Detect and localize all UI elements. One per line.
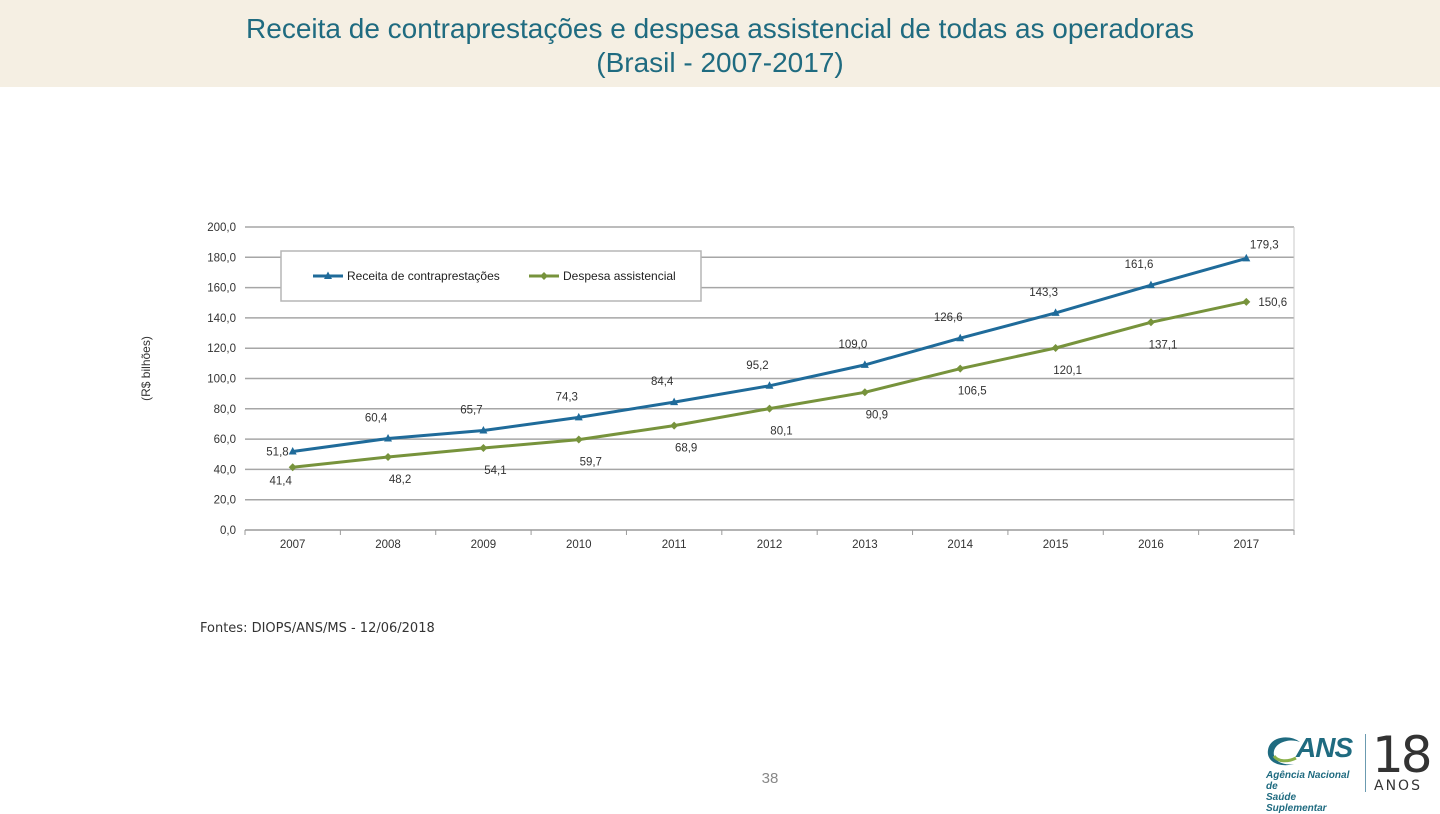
logo-subtitle-line-1: Agência Nacional de <box>1266 770 1350 792</box>
logo-subtitle-line-2: Saúde Suplementar <box>1266 792 1327 814</box>
x-tick-label: 2017 <box>1234 539 1260 551</box>
despesa-point <box>288 463 297 472</box>
despesa-data-label: 59,7 <box>580 457 602 469</box>
despesa-point <box>765 404 774 413</box>
despesa-point <box>670 421 679 430</box>
legend-box <box>280 250 702 302</box>
despesa-point <box>1146 318 1155 327</box>
receita-point <box>765 381 774 389</box>
receita-data-label: 51,8 <box>266 447 288 459</box>
x-tick-label: 2013 <box>852 539 878 551</box>
receita-point <box>956 333 965 342</box>
receita-data-label: 126,6 <box>934 312 963 324</box>
y-tick-label: 60,0 <box>214 434 236 446</box>
x-tick-label: 2008 <box>375 539 401 551</box>
page-number: 38 <box>761 770 779 787</box>
despesa-point <box>479 444 488 453</box>
despesa-data-label: 48,2 <box>389 474 411 486</box>
despesa-point <box>860 388 869 397</box>
despesa-point <box>956 364 965 373</box>
x-tick-label: 2014 <box>947 539 973 551</box>
despesa-data-label: 41,4 <box>269 475 292 487</box>
logo-years-label: ANOS <box>1374 778 1422 794</box>
despesa-data-label: 90,9 <box>866 409 888 421</box>
logo-years: 18 <box>1372 726 1433 784</box>
receita-point <box>1051 308 1060 316</box>
title-line-2: (Brasil - 2007-2017) <box>596 47 844 78</box>
x-tick-label: 2009 <box>471 539 497 551</box>
receita-data-label: 143,3 <box>1029 287 1058 299</box>
y-tick-label: 120,0 <box>207 343 236 355</box>
y-tick-label: 0,0 <box>220 525 236 537</box>
receita-point <box>288 447 297 455</box>
despesa-point <box>384 452 393 461</box>
y-tick-label: 160,0 <box>207 283 236 295</box>
receita-point <box>384 433 393 442</box>
despesa-point <box>574 435 583 444</box>
receita-point <box>1146 280 1155 289</box>
logo-brand: ANS <box>1296 732 1353 763</box>
y-tick-label: 100,0 <box>207 374 236 386</box>
y-tick-label: 180,0 <box>207 252 236 264</box>
logo-subtitle: Agência Nacional de Saúde Suplementar <box>1266 770 1358 814</box>
page-title: Receita de contraprestações e despesa as… <box>0 0 1440 80</box>
despesa-point <box>1051 344 1060 353</box>
title-line-1: Receita de contraprestações e despesa as… <box>246 13 1194 44</box>
despesa-data-label: 150,6 <box>1258 297 1287 309</box>
x-tick-label: 2016 <box>1138 539 1164 551</box>
y-tick-label: 200,0 <box>207 222 236 234</box>
x-tick-label: 2011 <box>662 539 687 551</box>
receita-point <box>324 271 332 279</box>
receita-data-label: 179,3 <box>1250 239 1279 251</box>
despesa-point <box>540 272 548 280</box>
receita-data-label: 109,0 <box>838 339 867 351</box>
receita-data-label: 74,3 <box>556 391 578 403</box>
receita-data-label: 65,7 <box>460 404 482 416</box>
legend-receita-label: Receita de contraprestações <box>347 269 500 283</box>
x-tick-label: 2012 <box>757 539 783 551</box>
y-tick-label: 140,0 <box>207 313 236 325</box>
source-note: Fontes: DIOPS/ANS/MS - 12/06/2018 <box>200 621 435 636</box>
receita-data-label: 95,2 <box>746 360 768 372</box>
receita-data-label: 60,4 <box>365 412 388 424</box>
despesa-data-label: 68,9 <box>675 443 697 455</box>
header: Receita de contraprestações e despesa as… <box>0 0 1440 87</box>
despesa-data-label: 106,5 <box>958 386 987 398</box>
y-tick-label: 80,0 <box>214 404 236 416</box>
legend-despesa-label: Despesa assistencial <box>563 269 676 283</box>
line-chart: 0,0 20,0 40,0 60,0 80,0 100,0 120,0 140,0 160,0 1… <box>139 222 1295 551</box>
receita-point <box>670 397 679 406</box>
receita-point <box>479 425 488 434</box>
receita-point <box>1242 253 1251 262</box>
ans-swoosh-icon <box>1267 737 1300 766</box>
receita-data-label: 84,4 <box>651 376 674 388</box>
x-tick-label: 2010 <box>566 539 592 551</box>
y-tick-label: 40,0 <box>214 464 236 476</box>
logo-divider <box>1365 734 1366 792</box>
receita-data-label: 161,6 <box>1125 259 1154 271</box>
despesa-data-label: 80,1 <box>770 426 792 438</box>
x-tick-label: 2015 <box>1043 539 1069 551</box>
despesa-point <box>1242 297 1251 306</box>
x-tick-label: 2007 <box>280 539 306 551</box>
despesa-data-label: 137,1 <box>1149 339 1178 351</box>
receita-point <box>574 412 583 421</box>
ans-logo: ANS Agência Nacional de Saúde Suplementa… <box>1262 726 1433 814</box>
despesa-data-label: 120,1 <box>1053 365 1082 377</box>
y-axis-title: (R$ bilhões) <box>139 336 153 401</box>
receita-point <box>860 360 869 368</box>
y-tick-label: 20,0 <box>214 495 236 507</box>
despesa-data-label: 54,1 <box>484 465 506 477</box>
